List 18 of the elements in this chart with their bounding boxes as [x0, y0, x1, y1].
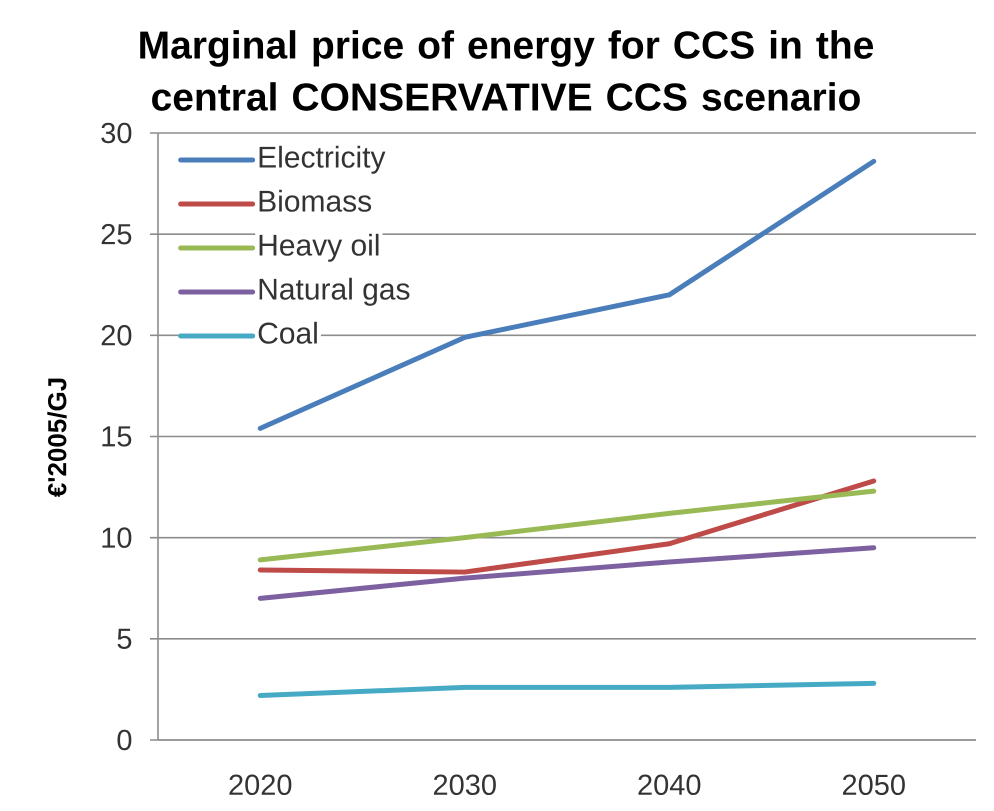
x-tick-label: 2030: [434, 774, 496, 796]
legend-label: Coal: [258, 322, 317, 344]
legend-label: Natural gas: [260, 278, 410, 306]
legend-label: Biomass: [260, 190, 372, 212]
y-tick-label: 5: [118, 628, 132, 649]
y-tick-label: 25: [102, 224, 132, 244]
y-tick-label: 20: [102, 325, 132, 346]
x-tick-label: 2050: [842, 774, 905, 796]
y-tick-label: 30: [101, 122, 132, 144]
chart-title: Marginal price of energy for CCS in the central CONSERVATIVE CCS scenario: [140, 30, 874, 111]
y-tick-label: 10: [102, 527, 132, 548]
y-axis-title: €'2005/GJ: [47, 378, 67, 498]
legend-label: Heavy oil: [260, 234, 378, 262]
legend-label: Electricity: [260, 146, 386, 174]
x-tick-label: 2020: [229, 774, 292, 796]
x-tick-label: 2040: [638, 774, 700, 796]
y-tick-label: 15: [102, 426, 132, 447]
y-tick-label: 0: [117, 730, 132, 750]
